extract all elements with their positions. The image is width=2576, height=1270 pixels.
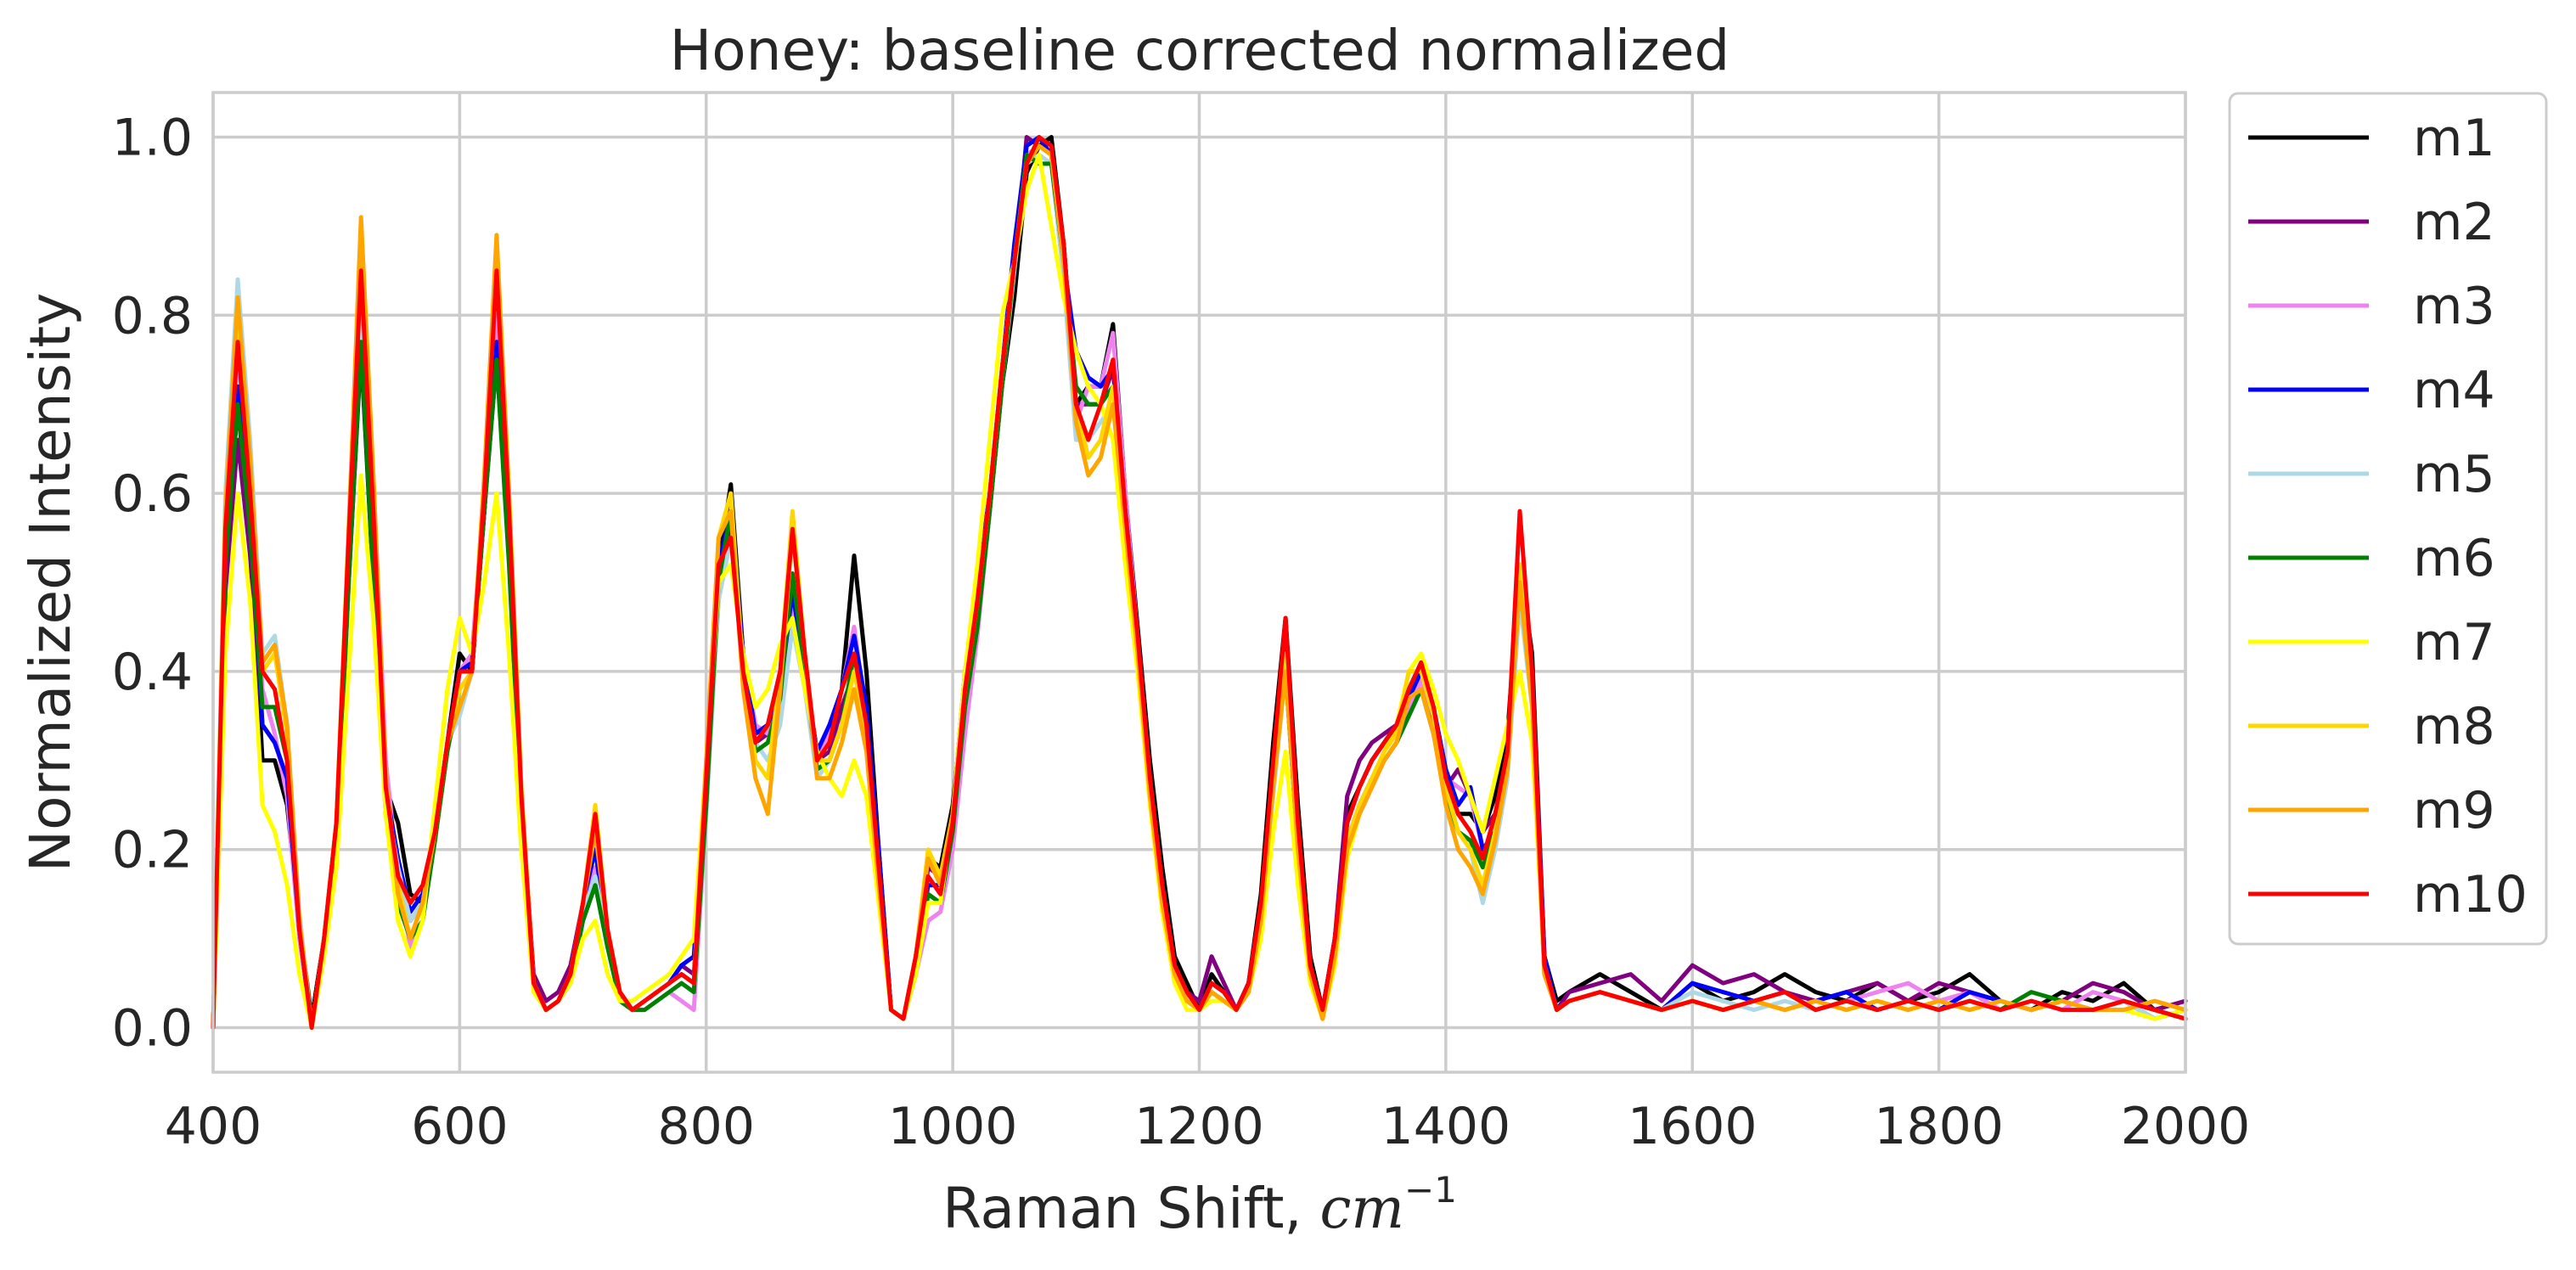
legend-item-m9: m9 bbox=[2248, 781, 2495, 840]
legend-label: m5 bbox=[2413, 445, 2495, 504]
legend-item-m5: m5 bbox=[2248, 445, 2495, 504]
y-tick-label: 0.6 bbox=[112, 464, 193, 524]
legend-label: m6 bbox=[2413, 529, 2495, 588]
y-tick-label: 1.0 bbox=[112, 108, 193, 167]
legend-label: m8 bbox=[2413, 697, 2495, 756]
legend-item-m7: m7 bbox=[2248, 613, 2495, 672]
y-tick-label: 0.0 bbox=[112, 999, 193, 1059]
legend-label: m10 bbox=[2413, 865, 2528, 924]
x-axis-label: Raman Shift, cm−1 bbox=[942, 1169, 1457, 1241]
legend-label: m3 bbox=[2413, 277, 2495, 336]
legend-label: m7 bbox=[2413, 613, 2495, 672]
y-tick-label: 0.8 bbox=[112, 286, 193, 346]
y-tick-label: 0.2 bbox=[112, 821, 193, 880]
x-tick-label: 600 bbox=[411, 1097, 509, 1156]
legend-item-m4: m4 bbox=[2248, 361, 2495, 420]
y-tick-label: 0.4 bbox=[112, 643, 193, 702]
legend-item-m6: m6 bbox=[2248, 529, 2495, 588]
plot-frame bbox=[211, 91, 2187, 1074]
x-axis-label-unit: cm bbox=[1319, 1176, 1404, 1241]
legend-label: m2 bbox=[2413, 193, 2495, 252]
y-gridlines bbox=[213, 135, 2185, 1030]
legend-item-m10: m10 bbox=[2248, 865, 2528, 924]
x-tick-label: 1000 bbox=[888, 1097, 1018, 1156]
x-tick-label: 1600 bbox=[1628, 1097, 1758, 1156]
legend-item-m8: m8 bbox=[2248, 697, 2495, 756]
x-axis-label-text: Raman Shift, bbox=[942, 1176, 1319, 1241]
y-tick-labels: 0.0 0.2 0.4 0.6 0.8 1.0 bbox=[112, 108, 193, 1058]
x-tick-label: 1200 bbox=[1134, 1097, 1264, 1156]
plot-area bbox=[211, 91, 2188, 1074]
x-axis-label-exponent: −1 bbox=[1404, 1169, 1457, 1211]
legend-item-m2: m2 bbox=[2248, 193, 2495, 252]
legend-item-m3: m3 bbox=[2248, 277, 2495, 336]
x-tick-label: 800 bbox=[657, 1097, 755, 1156]
series-lines bbox=[211, 135, 2188, 1030]
series-line-m10 bbox=[211, 135, 2188, 1030]
x-tick-label: 400 bbox=[165, 1097, 262, 1156]
legend-label: m1 bbox=[2413, 109, 2495, 168]
legend-label: m9 bbox=[2413, 781, 2495, 840]
legend-item-m1: m1 bbox=[2248, 109, 2495, 168]
x-tick-label: 1800 bbox=[1874, 1097, 2004, 1156]
legend-label: m4 bbox=[2413, 361, 2495, 420]
x-tick-label: 2000 bbox=[2121, 1097, 2251, 1156]
x-tick-label: 1400 bbox=[1381, 1097, 1511, 1156]
y-axis-label: Normalized Intensity bbox=[18, 293, 83, 873]
x-tick-labels: 400 600 800 1000 1200 1400 1600 1800 2000 bbox=[165, 1097, 2251, 1156]
legend: m1 m2 m3 m4 m5 m6 m7 m8 m9 m10 bbox=[2228, 92, 2548, 946]
chart-title: Honey: baseline corrected normalized bbox=[670, 18, 1730, 83]
